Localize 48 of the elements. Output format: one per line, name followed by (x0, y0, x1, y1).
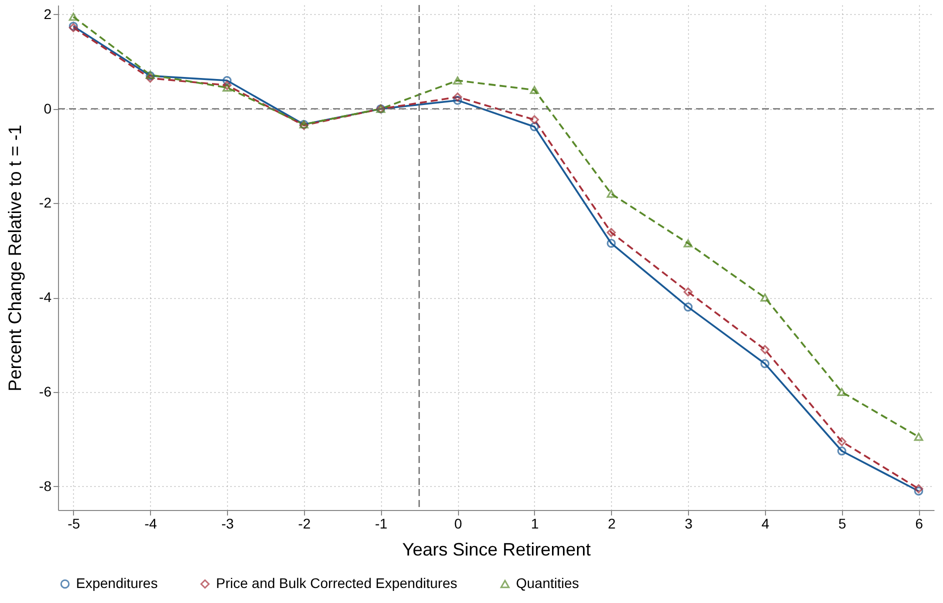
point (222, 84, 232, 92)
y-axis-title: Percent Change Relative to t = -1 (5, 124, 26, 392)
point (760, 294, 770, 302)
x-tick-label: -3 (221, 516, 234, 532)
point (606, 238, 616, 248)
point (914, 432, 924, 441)
point (914, 486, 924, 496)
point (68, 12, 78, 21)
point (837, 437, 846, 446)
x-tick-label: 0 (454, 516, 462, 532)
point (684, 302, 693, 312)
point (914, 484, 924, 494)
point (453, 92, 462, 102)
legend-label: Price and Bulk Corrected Expenditures (216, 575, 458, 591)
point (530, 122, 539, 132)
point (760, 359, 770, 368)
point (606, 228, 616, 237)
point (453, 76, 462, 85)
x-tick-label: -4 (144, 516, 158, 532)
legend-label: Quantities (516, 575, 580, 591)
point (760, 345, 770, 354)
point (684, 239, 693, 248)
x-tick-label: 2 (608, 516, 616, 532)
point (684, 287, 693, 296)
y-tick-label: -2 (39, 194, 52, 211)
y-tick-label: -6 (39, 384, 52, 400)
y-tick-label: -8 (39, 478, 52, 494)
point (837, 446, 846, 456)
y-tick-label: 0 (44, 100, 52, 116)
y-tick-label: 2 (44, 6, 52, 22)
x-axis-title: Years Since Retirement (402, 540, 591, 560)
x-tick-label: 6 (915, 516, 924, 532)
x-tick-label: -2 (298, 516, 311, 532)
legend-label: Expenditures (76, 575, 158, 591)
x-tick-label: 1 (531, 516, 540, 532)
x-tick-label: 4 (762, 516, 770, 532)
x-tick-label: -5 (68, 516, 80, 532)
point (606, 190, 616, 198)
point (453, 96, 462, 105)
point (146, 74, 155, 83)
point (530, 86, 539, 94)
x-tick-label: -1 (375, 516, 388, 532)
point (530, 115, 539, 124)
point (222, 76, 232, 86)
y-tick-label: -4 (39, 289, 52, 306)
x-tick-label: 3 (684, 516, 693, 532)
x-tick-label: 5 (838, 516, 846, 532)
point (837, 388, 846, 396)
